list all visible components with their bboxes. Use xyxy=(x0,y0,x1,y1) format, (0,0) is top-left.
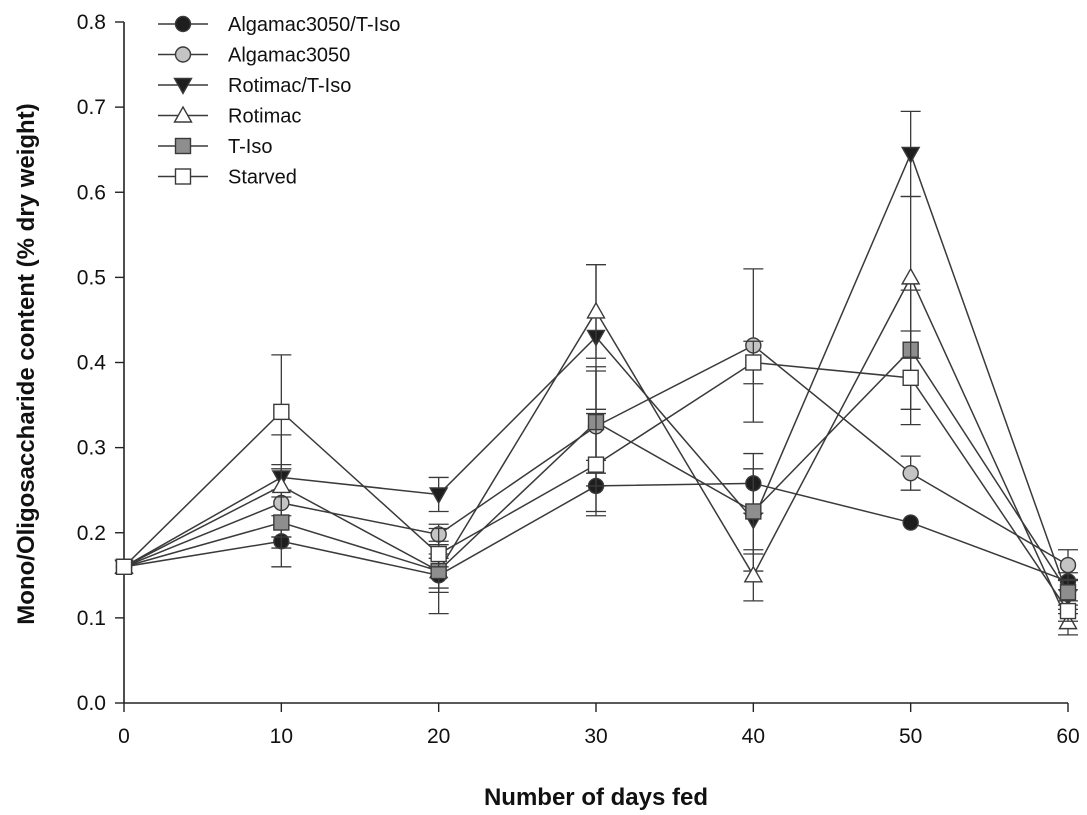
data-point xyxy=(273,403,290,421)
y-tick-label: 0.8 xyxy=(77,11,106,34)
data-point xyxy=(745,503,762,520)
data-point xyxy=(430,545,447,563)
y-tick-label: 0.4 xyxy=(77,352,107,375)
y-tick-label: 0.5 xyxy=(77,266,106,289)
legend-item: Rotimac xyxy=(158,106,301,128)
legend-item: Algamac3050/T-Iso xyxy=(158,14,400,36)
data-point xyxy=(743,565,764,583)
data-point xyxy=(587,456,605,473)
y-tick-label: 0.1 xyxy=(77,607,106,630)
legend-label: Rotimac xyxy=(228,106,301,128)
legend-label: Algamac3050/T-Iso xyxy=(228,14,400,36)
legend-marker xyxy=(174,15,192,33)
data-point xyxy=(902,514,919,531)
series-layer xyxy=(114,110,1078,636)
y-axis-title: Mono/Oligosaccharide content (% dry weig… xyxy=(13,103,40,624)
x-tick-label: 40 xyxy=(742,725,765,748)
data-point xyxy=(745,354,762,371)
y-tick-label: 0.0 xyxy=(77,692,106,715)
legend-item: Rotimac/T-Iso xyxy=(158,75,351,97)
legend-label: T-Iso xyxy=(228,136,272,158)
data-point xyxy=(900,146,921,164)
data-point xyxy=(428,487,449,505)
data-point xyxy=(271,476,292,494)
legend-label: Rotimac/T-Iso xyxy=(228,75,351,97)
data-point xyxy=(902,464,919,482)
y-tick-label: 0.2 xyxy=(77,522,106,545)
x-tick-label: 60 xyxy=(1056,725,1079,748)
legend-marker xyxy=(173,77,193,95)
y-tick-label: 0.6 xyxy=(77,181,106,204)
legend-label: Algamac3050 xyxy=(228,45,350,67)
x-axis-title: Number of days fed xyxy=(484,784,708,811)
y-tick-label: 0.3 xyxy=(77,437,106,460)
data-point xyxy=(1059,602,1077,620)
series-0 xyxy=(115,452,1078,593)
data-point xyxy=(1059,556,1077,574)
series-5 xyxy=(115,330,1078,622)
x-tick-label: 0 xyxy=(118,725,130,748)
legend-marker xyxy=(174,46,192,63)
legend: Algamac3050/T-Iso Algamac3050 Rotimac/T-Is… xyxy=(158,14,400,189)
data-point xyxy=(902,369,919,387)
legend-item: Starved xyxy=(158,167,297,189)
x-tick-label: 50 xyxy=(899,725,922,748)
legend-item: Algamac3050 xyxy=(158,45,350,67)
data-point xyxy=(900,267,921,285)
data-point xyxy=(586,301,606,319)
legend-marker xyxy=(174,137,192,155)
legend-marker xyxy=(174,168,192,185)
x-tick-label: 20 xyxy=(427,725,450,748)
legend-marker xyxy=(173,105,193,123)
data-point xyxy=(1059,584,1077,601)
data-point xyxy=(115,558,133,575)
x-tick-label: 30 xyxy=(584,725,607,748)
data-point xyxy=(273,514,290,531)
y-tick-label: 0.7 xyxy=(77,96,106,119)
axes: 0 10 20 30 40 50 60 0.0 0.1 0.2 0.3 0.4 0.5 0.6 0.7 0.8 xyxy=(77,11,1080,748)
legend-item: T-Iso xyxy=(158,136,272,158)
x-tick-label: 10 xyxy=(270,725,293,748)
legend-label: Starved xyxy=(228,167,297,189)
